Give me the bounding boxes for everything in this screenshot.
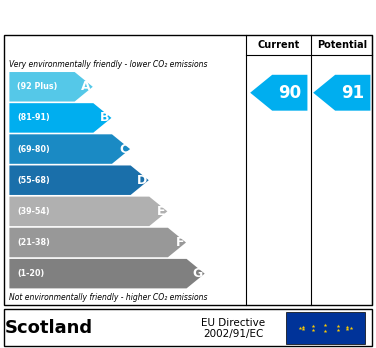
Text: (39-54): (39-54) — [17, 207, 50, 216]
Text: C: C — [119, 143, 128, 156]
Text: Not environmentally friendly - higher CO₂ emissions: Not environmentally friendly - higher CO… — [9, 293, 208, 302]
Polygon shape — [9, 103, 111, 133]
Text: Environmental Impact (CO₂) Rating: Environmental Impact (CO₂) Rating — [38, 8, 338, 24]
Text: E: E — [157, 205, 165, 218]
Polygon shape — [313, 75, 370, 111]
Text: Scotland: Scotland — [5, 319, 93, 337]
Bar — [286, 312, 365, 344]
Polygon shape — [9, 228, 186, 257]
Text: (55-68): (55-68) — [17, 176, 50, 185]
Text: F: F — [176, 236, 184, 249]
Text: (81-91): (81-91) — [17, 113, 50, 122]
Text: G: G — [193, 267, 203, 280]
Text: (92 Plus): (92 Plus) — [17, 82, 57, 91]
Text: (1-20): (1-20) — [17, 269, 44, 278]
Text: 90: 90 — [278, 84, 302, 102]
Text: (21-38): (21-38) — [17, 238, 50, 247]
Text: 2002/91/EC: 2002/91/EC — [203, 329, 263, 339]
Polygon shape — [9, 165, 149, 195]
Polygon shape — [9, 197, 167, 226]
Text: 91: 91 — [341, 84, 364, 102]
Text: Current: Current — [258, 40, 300, 50]
Polygon shape — [9, 134, 130, 164]
Polygon shape — [250, 75, 308, 111]
Text: B: B — [100, 111, 109, 125]
Text: Very environmentally friendly - lower CO₂ emissions: Very environmentally friendly - lower CO… — [9, 60, 208, 69]
Polygon shape — [9, 259, 205, 288]
Polygon shape — [9, 72, 93, 102]
Text: D: D — [136, 174, 147, 187]
Text: (69-80): (69-80) — [17, 144, 50, 153]
Text: A: A — [81, 80, 91, 93]
Text: Potential: Potential — [317, 40, 367, 50]
Text: EU Directive: EU Directive — [201, 318, 265, 328]
